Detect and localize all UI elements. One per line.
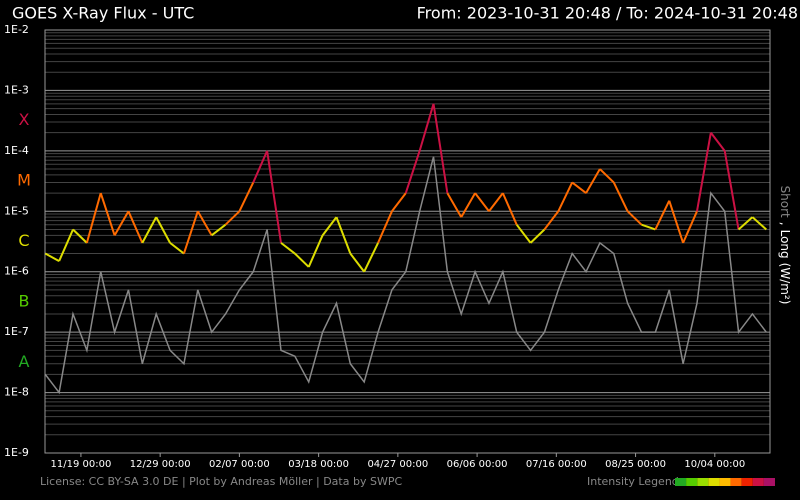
long-flux-segment: [751, 216, 767, 231]
intensity-legend-swatch: [741, 478, 753, 486]
long-flux-segment: [72, 228, 88, 244]
long-flux-segment: [141, 216, 158, 244]
long-flux-segment: [446, 192, 463, 218]
x-tick-label: 04/27 00:00: [367, 459, 428, 470]
long-flux-segment: [432, 103, 449, 194]
long-flux-segment: [543, 210, 560, 231]
y-axis-label: Short, Long (W/m²): [779, 186, 793, 305]
flare-class-label: B: [19, 291, 30, 310]
y-label-short: Short: [779, 186, 793, 218]
long-flux-segment: [307, 234, 324, 268]
long-flux-segment: [612, 182, 629, 212]
long-flux-segment: [169, 242, 185, 255]
long-flux-segment: [501, 192, 518, 226]
long-flux-segment: [557, 182, 574, 212]
intensity-legend-swatch: [752, 478, 764, 486]
long-flux-segment: [641, 223, 656, 231]
long-flux-segment: [695, 132, 712, 212]
footer: License: CC BY-SA 3.0 DE | Plot by Andre…: [40, 475, 402, 488]
intensity-legend-label: Intensity Legend: [587, 475, 679, 488]
long-flux-segment: [127, 210, 144, 244]
x-tick-label: 11/19 00:00: [51, 459, 112, 470]
long-flux-segment: [224, 210, 241, 226]
long-flux-segment: [196, 210, 213, 236]
intensity-legend-swatch: [719, 478, 731, 486]
long-flux-segment: [488, 192, 504, 212]
long-flux-segment: [682, 210, 698, 244]
x-tick-label: 10/04 00:00: [684, 459, 745, 470]
long-flux-segment: [404, 150, 421, 194]
x-tick-label: 07/16 00:00: [526, 459, 587, 470]
y-tick-label: 1E-4: [4, 144, 29, 157]
x-tick-label: 03/18 00:00: [288, 459, 349, 470]
plot-frame: [44, 29, 771, 454]
long-flux-segment: [58, 229, 74, 262]
long-flux-segment: [737, 216, 754, 231]
long-flux-segment: [335, 216, 352, 254]
long-flux-segment: [363, 242, 379, 273]
long-flux-segment: [710, 132, 726, 152]
long-flux-segment: [266, 150, 282, 244]
y-tick-label: 1E-3: [4, 83, 29, 96]
long-flux-segment: [113, 210, 130, 236]
long-flux-segment: [155, 216, 171, 244]
long-flux-segment: [668, 200, 685, 244]
x-tick-label: 12/29 00:00: [130, 459, 191, 470]
y-tick-label: 1E-8: [4, 386, 29, 399]
chart-title: GOES X-Ray Flux - UTC: [12, 4, 194, 23]
long-flux-segment: [515, 224, 532, 244]
intensity-legend-swatch: [730, 478, 742, 486]
intensity-legend-swatch: [697, 478, 709, 486]
intensity-legend-swatch: [686, 478, 698, 486]
long-flux-segment: [529, 228, 546, 244]
long-flux-segment: [460, 192, 476, 218]
y-tick-label: 1E-5: [4, 204, 29, 217]
short-flux-line: [44, 156, 767, 395]
long-flux-segment: [44, 252, 60, 262]
y-tick-label: 1E-7: [4, 325, 29, 338]
long-flux-segment: [349, 252, 365, 273]
intensity-legend-swatch: [763, 478, 775, 486]
long-flux-segment: [599, 168, 615, 184]
chart-subtitle: From: 2023-10-31 20:48 / To: 2024-10-31 …: [417, 4, 798, 23]
x-tick-label: 08/25 00:00: [605, 459, 666, 470]
intensity-legend-swatch: [675, 478, 687, 486]
intensity-legend-swatch: [708, 478, 720, 486]
flare-class-label: X: [19, 110, 30, 129]
long-flux-segment: [280, 242, 296, 255]
long-flux-segment: [182, 210, 199, 254]
long-flux-segment: [85, 192, 102, 244]
y-tick-label: 1E-2: [4, 23, 29, 36]
y-tick-label: 1E-9: [4, 446, 29, 459]
long-flux-segment: [294, 252, 310, 268]
long-flux-segment: [391, 192, 407, 212]
flare-class-label: A: [19, 352, 30, 371]
long-flux-segment: [211, 223, 227, 237]
long-flux-segment: [474, 192, 490, 212]
long-flux-segment: [238, 182, 255, 212]
flare-class-label: M: [17, 171, 31, 190]
y-label-separator: ,: [779, 222, 793, 226]
flare-class-label: C: [18, 231, 29, 250]
y-label-unit: (W/m²): [779, 263, 793, 305]
long-flux-segment: [654, 200, 671, 230]
long-flux-segment: [252, 150, 269, 183]
y-tick-label: 1E-6: [4, 265, 29, 278]
x-tick-label: 02/07 00:00: [209, 459, 270, 470]
y-label-long: Long: [779, 230, 793, 259]
long-flux-segment: [418, 103, 435, 152]
x-tick-label: 06/06 00:00: [447, 459, 508, 470]
long-flux-segment: [321, 216, 338, 236]
long-flux-segment: [723, 150, 740, 230]
long-flux-segment: [571, 181, 587, 194]
long-flux-segment: [585, 168, 601, 194]
long-flux-segment: [626, 210, 643, 226]
long-flux-segment: [99, 192, 116, 236]
long-flux-segment: [377, 210, 393, 244]
